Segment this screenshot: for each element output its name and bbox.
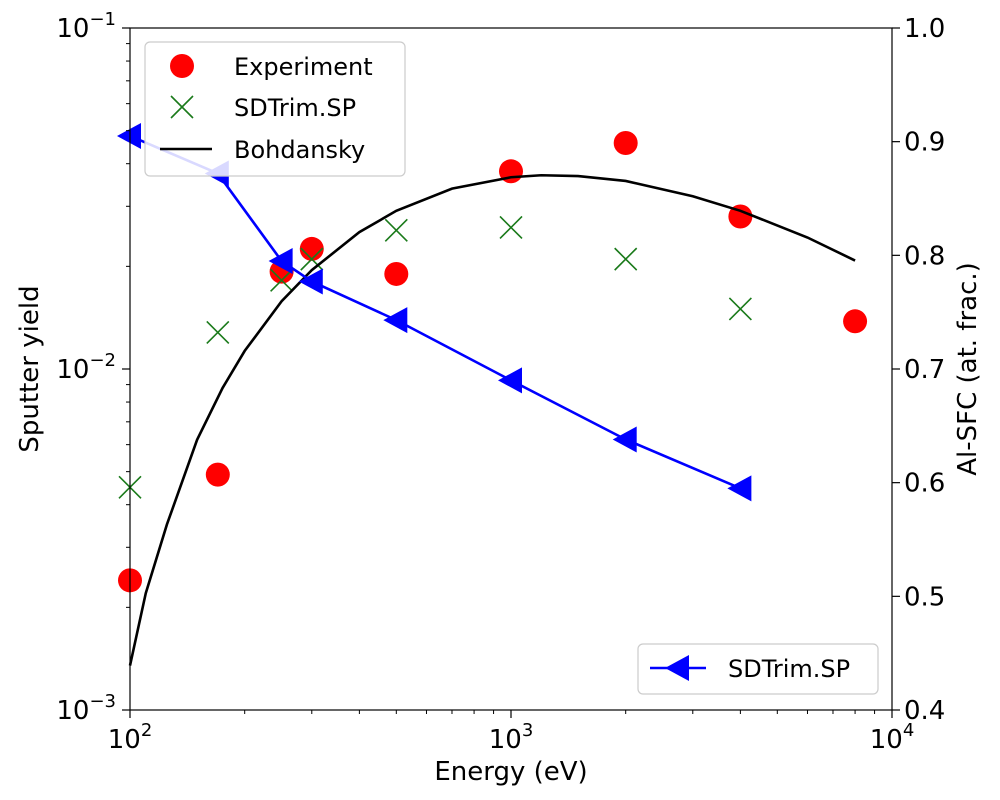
sfc-point [117, 122, 141, 149]
sdtrim-yield-point [300, 247, 324, 271]
legend-secondary: SDTrim.SP [637, 643, 879, 695]
y2-tick-label: 0.4 [904, 696, 945, 726]
legend-sdtrim-yield-label: SDTrim.SP [234, 94, 356, 122]
legend-entry-sdtrim-yield: SDTrim.SP [170, 94, 356, 122]
series-bohdansky-left [128, 173, 856, 666]
sdtrim-yield-point [384, 218, 408, 242]
experiment-point [384, 261, 409, 286]
experiment-point [728, 204, 753, 229]
experiment-point [613, 130, 638, 155]
experiment-point [205, 462, 230, 487]
bohdansky-curve [128, 173, 856, 666]
legend-experiment-label: Experiment [234, 53, 373, 81]
legend-experiment-marker [170, 54, 194, 78]
series-sdtrim-sp-right [117, 122, 752, 502]
axes: 102 103 104 10−3 10−2 10−1 0.4 0.5 0.6 0.7 0.8 0.9 1… [15, 9, 983, 787]
legend-sfc-label: SDTrim.SP [728, 655, 850, 683]
y2-tick-label: 0.7 [904, 355, 945, 385]
sfc-point [498, 367, 522, 394]
y-tick-label: 10−3 [56, 691, 116, 726]
y2-tick-label: 0.5 [904, 582, 945, 612]
legend-sdtrim-yield-marker [170, 95, 194, 119]
y-tick-label: 10−2 [56, 350, 116, 385]
y-axis-label: Sputter yield [15, 285, 45, 452]
sfc-point [727, 475, 752, 502]
y-tick-label: 10−1 [56, 9, 116, 44]
sfc-point [383, 307, 408, 334]
series-experiment-left [118, 130, 868, 593]
y2-tick-label: 0.9 [904, 128, 945, 158]
plot-area [117, 122, 868, 666]
sdtrim-yield-point [270, 268, 294, 292]
legend-bohdansky-label: Bohdansky [234, 136, 365, 164]
experiment-point [299, 236, 324, 261]
legend-secondary-box [637, 643, 879, 695]
legend-sfc-marker [665, 655, 689, 681]
sfc-point [612, 426, 637, 453]
legends: Experiment SDTrim.SP Bohdansky SDTrim.SP [144, 41, 879, 695]
x-tick-label: 104 [870, 720, 915, 755]
legend-entry-experiment: Experiment [170, 53, 373, 81]
sfc-point [268, 248, 293, 275]
x-tick-label: 103 [489, 720, 534, 755]
x-axis-label: Energy (eV) [434, 757, 587, 787]
y2-tick-label: 1.0 [904, 14, 945, 44]
x-tick-label: 102 [108, 720, 153, 755]
sdtrim-yield-point [614, 247, 638, 271]
y2-axis-label: Al-SFC (at. frac.) [953, 262, 983, 476]
y2-tick-label: 0.6 [904, 469, 945, 499]
legend-main: Experiment SDTrim.SP Bohdansky [144, 41, 406, 177]
sdtrim-yield-point [499, 215, 523, 240]
legend-entry-bohdansky: Bohdansky [160, 136, 365, 164]
legend-main-box [144, 41, 406, 177]
experiment-point [843, 309, 868, 334]
sfc-line [129, 134, 741, 490]
sdtrim-yield-point [206, 320, 230, 345]
y2-tick-label: 0.8 [904, 241, 945, 271]
series-sdtrim-sp-left [118, 215, 752, 499]
sfc-point [298, 268, 323, 295]
sdtrim-yield-point [728, 297, 752, 321]
